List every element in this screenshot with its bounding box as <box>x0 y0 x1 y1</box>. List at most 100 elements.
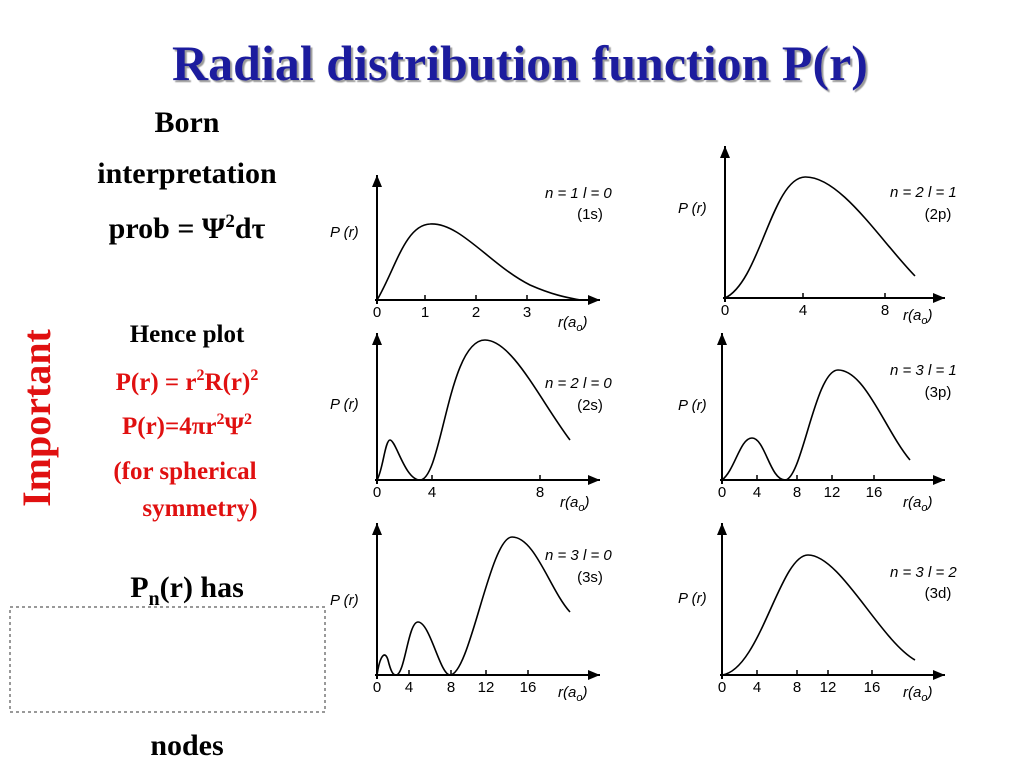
x-tick-label: 12 <box>824 484 841 501</box>
x-tick-label: 4 <box>428 484 436 501</box>
subscript: o <box>921 502 927 514</box>
x-tick-label: 4 <box>405 679 413 696</box>
plot-panel: 0 4 8 P (r) n = 2 l = 1 (2p) r(ao) <box>678 146 957 327</box>
arrowhead <box>372 523 382 535</box>
plot-panel: 0 4 8 12 16 P (r) n = 3 l = 0 (3s) r(ao) <box>330 523 612 704</box>
note: (for spherical <box>113 458 256 485</box>
text-part: P(r) = r <box>116 369 197 396</box>
arrowhead <box>588 475 600 485</box>
x-tick-label: 2 <box>472 304 480 321</box>
formula: P(r)=4πr2Ψ2 <box>122 411 252 440</box>
quantum-numbers: n = 1 l = 0 <box>545 185 612 202</box>
y-axis-label: P (r) <box>330 224 359 241</box>
formula: P(r) = r2R(r)2 <box>116 367 259 396</box>
text-part: r(a <box>558 684 576 701</box>
superscript: 2 <box>225 211 235 232</box>
plot-panel: 0 4 8 P (r) n = 2 l = 0 (2s) r(ao) <box>330 333 612 514</box>
text-part: Ψ <box>225 413 245 440</box>
slide-title: Radial distribution function P(r) <box>172 35 868 91</box>
x-tick-label: 0 <box>373 679 381 696</box>
x-tick-label: 16 <box>520 679 537 696</box>
curve <box>376 536 571 676</box>
blank-box <box>9 606 326 713</box>
subscript: o <box>921 692 927 704</box>
orbital-label: (1s) <box>577 206 603 223</box>
y-axis-label: P (r) <box>330 592 359 609</box>
arrowhead <box>933 293 945 303</box>
curve <box>721 369 911 481</box>
orbital-label: (2s) <box>577 397 603 414</box>
x-tick-label: 1 <box>421 304 429 321</box>
x-tick-label: 16 <box>866 484 883 501</box>
x-axis-label: r(ao) <box>903 494 932 514</box>
x-tick-label: 0 <box>373 304 381 321</box>
x-tick-label: 4 <box>799 302 807 319</box>
born-formula: prob = Ψ2dτ <box>109 211 266 245</box>
text-part: (r) has <box>160 571 244 604</box>
quantum-numbers: n = 2 l = 0 <box>545 375 612 392</box>
quantum-numbers: n = 3 l = 1 <box>890 362 957 379</box>
born-line: Born <box>154 106 219 139</box>
plot-panel: 0 1 2 3 P (r) n = 1 l = 0 (1s) r(ao) <box>330 175 612 334</box>
x-tick-label: 8 <box>881 302 889 319</box>
subscript: o <box>578 502 584 514</box>
plot-panel: 0 4 8 12 16 P (r) n = 3 l = 2 (3d) r(ao) <box>678 523 957 704</box>
text-part: R(r) <box>205 369 251 396</box>
y-axis-label: P (r) <box>330 396 359 413</box>
quantum-numbers: n = 3 l = 0 <box>545 547 612 564</box>
curve <box>376 339 571 481</box>
text-part: r(a <box>558 314 576 331</box>
quantum-numbers: n = 3 l = 2 <box>890 564 957 581</box>
curve <box>721 554 916 676</box>
text-part: r(a <box>903 684 921 701</box>
text-part: r(a <box>903 307 921 324</box>
text-part: P(r)=4πr <box>122 413 217 440</box>
x-axis-label: r(ao) <box>903 307 932 327</box>
hence-heading: Hence plot <box>130 321 245 348</box>
x-tick-label: 8 <box>536 484 544 501</box>
y-axis-label: P (r) <box>678 590 707 607</box>
arrowhead <box>720 146 730 158</box>
orbital-label: (3d) <box>925 585 952 602</box>
orbital-label: (2p) <box>925 206 952 223</box>
subscript: o <box>576 692 582 704</box>
text-part: r(a <box>903 494 921 511</box>
x-axis-label: r(ao) <box>558 314 587 334</box>
x-tick-label: 12 <box>820 679 837 696</box>
x-tick-label: 0 <box>718 484 726 501</box>
superscript: 2 <box>197 367 205 384</box>
x-tick-label: 0 <box>721 302 729 319</box>
x-axis-label: r(ao) <box>903 684 932 704</box>
subscript: o <box>921 315 927 327</box>
text-part: prob = Ψ <box>109 212 226 245</box>
x-tick-label: 16 <box>864 679 881 696</box>
text-part: dτ <box>235 212 266 245</box>
superscript: 2 <box>244 411 252 428</box>
note: symmetry) <box>142 495 257 522</box>
x-tick-label: 8 <box>793 484 801 501</box>
x-tick-label: 3 <box>523 304 531 321</box>
text-part: ) <box>925 684 932 701</box>
x-axis-label: r(ao) <box>558 684 587 704</box>
x-tick-label: 8 <box>793 679 801 696</box>
arrowhead <box>588 295 600 305</box>
arrowhead <box>933 670 945 680</box>
x-tick-label: 4 <box>753 679 761 696</box>
x-tick-label: 0 <box>718 679 726 696</box>
arrowhead <box>717 523 727 535</box>
born-line: interpretation <box>97 157 277 190</box>
subscript: o <box>576 322 582 334</box>
x-tick-label: 8 <box>447 679 455 696</box>
arrowhead <box>717 333 727 345</box>
text-part: ) <box>925 494 932 511</box>
text-part: P <box>130 571 148 604</box>
orbital-label: (3p) <box>925 384 952 401</box>
curve <box>376 223 581 301</box>
curve <box>724 176 916 299</box>
side-label: Important <box>14 328 59 506</box>
superscript: 2 <box>217 411 225 428</box>
arrowhead <box>933 475 945 485</box>
superscript: 2 <box>250 367 258 384</box>
text-part: ) <box>580 684 587 701</box>
arrowhead <box>372 333 382 345</box>
